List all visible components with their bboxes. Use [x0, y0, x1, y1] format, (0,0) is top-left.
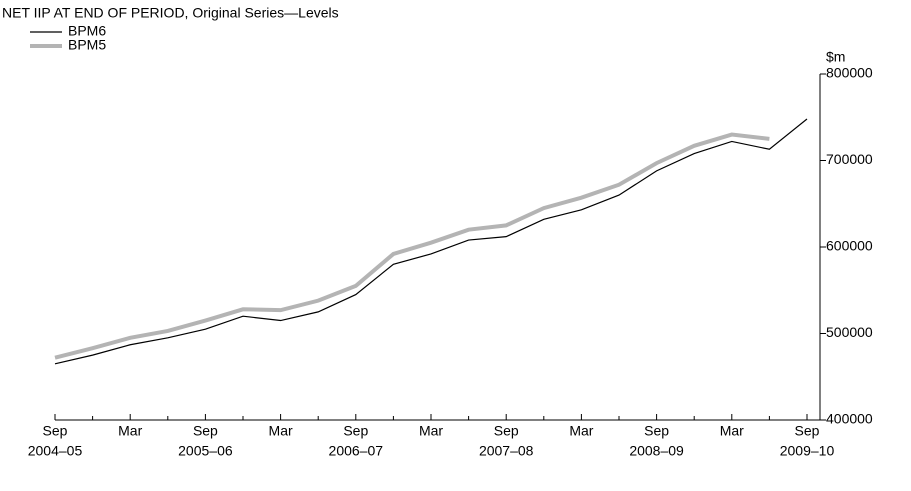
chart-title: NET IIP AT END OF PERIOD, Original Serie…	[2, 5, 339, 21]
x-tick-label: Sep	[343, 423, 368, 439]
y-tick-label: 600000	[826, 238, 873, 254]
series-line	[54, 118, 808, 365]
x-year-label: 2006–07	[329, 443, 384, 459]
x-tick-label: Sep	[644, 423, 669, 439]
x-tick-label: Mar	[118, 423, 142, 439]
x-tick-label: Mar	[419, 423, 443, 439]
x-year-label: 2005–06	[178, 443, 233, 459]
legend-label: BPM5	[68, 37, 106, 53]
x-tick-label: Sep	[43, 423, 68, 439]
x-year-label: 2004–05	[28, 443, 83, 459]
y-tick-label: 500000	[826, 324, 873, 340]
x-year-label: 2008–09	[629, 443, 684, 459]
series-line	[54, 132, 770, 360]
x-year-label: 2009–10	[780, 443, 835, 459]
x-tick-label: Mar	[269, 423, 293, 439]
y-tick-label: 400000	[826, 411, 873, 427]
x-tick-label: Mar	[569, 423, 593, 439]
y-tick-label: 800000	[826, 65, 873, 81]
x-tick-label: Sep	[795, 423, 820, 439]
x-tick-label: Mar	[720, 423, 744, 439]
legend-label: BPM6	[68, 23, 106, 39]
x-tick-label: Sep	[193, 423, 218, 439]
y-axis-label: $m	[826, 49, 845, 65]
x-year-label: 2007–08	[479, 443, 534, 459]
y-tick-label: 700000	[826, 151, 873, 167]
x-tick-label: Sep	[494, 423, 519, 439]
